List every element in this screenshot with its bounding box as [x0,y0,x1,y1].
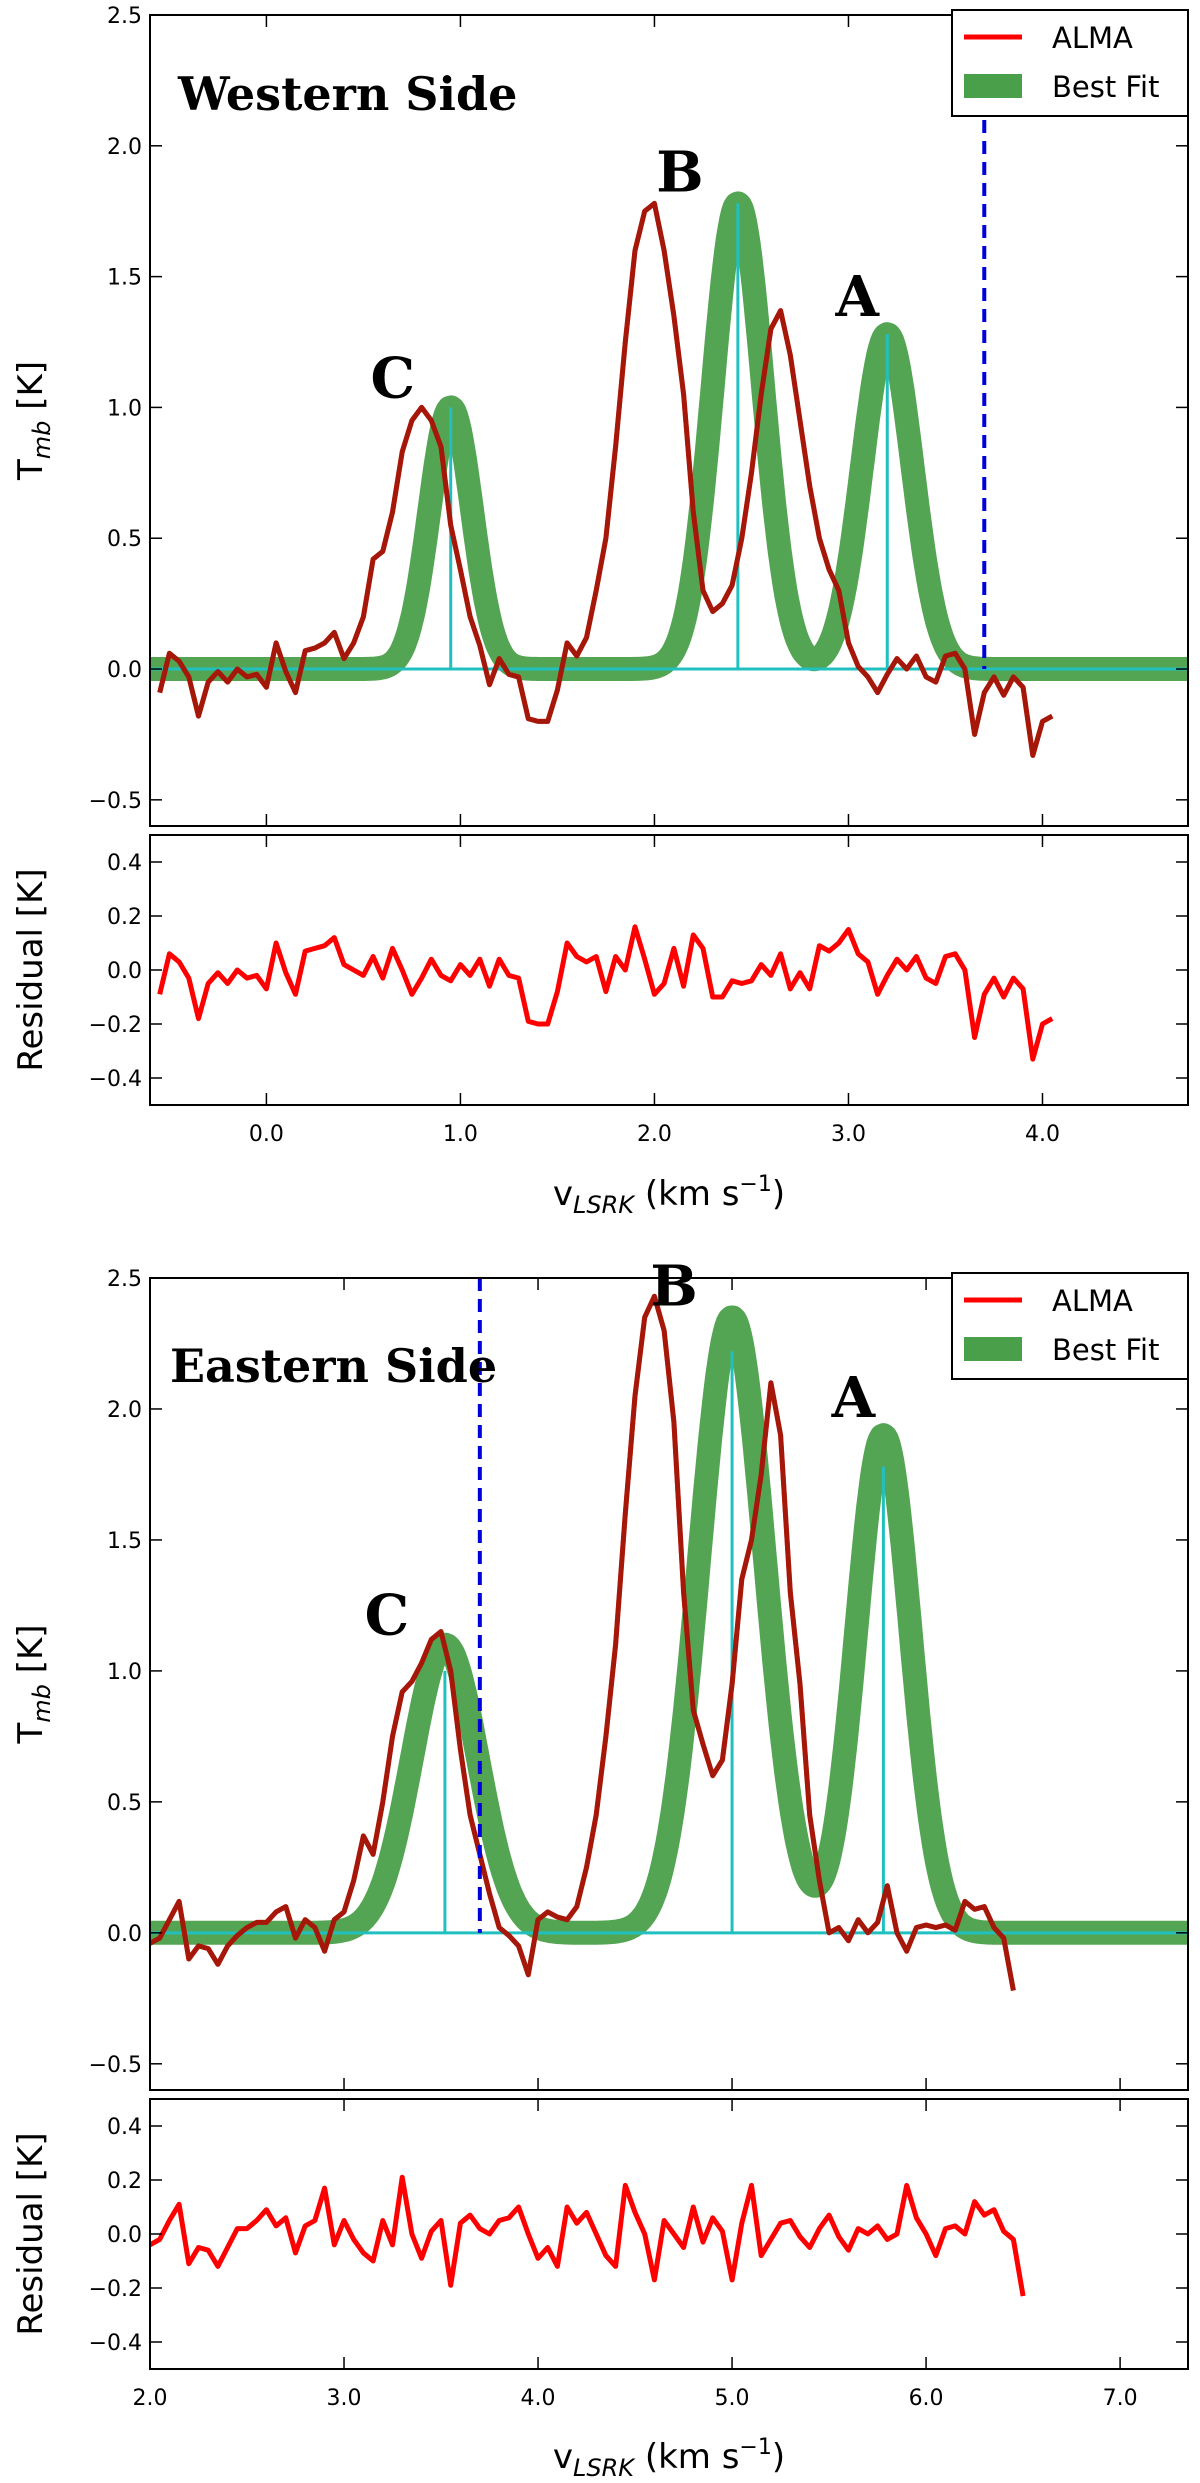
residual-y-tick-label: 0.0 [107,959,142,984]
peak-label-B: B [656,139,703,205]
legend: ALMA Best Fit [951,9,1189,117]
x-tick-label: 1.0 [443,1122,478,1147]
x-tick-label: 5.0 [715,2386,750,2411]
x-tick-label: 2.0 [637,1122,672,1147]
series-alma-overlay [150,1293,1016,1991]
series-best-fit [150,1305,1188,1945]
residual-y-tick-label: 0.2 [107,905,142,930]
y-tick-label: 1.0 [107,396,142,421]
residual-y-tick-label: −0.2 [89,1013,142,1038]
main-y-axis-label: Tmb [K] [11,361,56,481]
y-tick-label: 1.5 [107,1529,142,1554]
y-tick-label: −0.5 [89,2053,142,2078]
peak-label-C: C [365,1583,410,1649]
legend-label-best-fit: Best Fit [1052,1333,1159,1367]
y-tick-label: −0.5 [89,789,142,814]
y-tick-label: 0.5 [107,1791,142,1816]
peak-label-A: A [831,1365,877,1431]
y-tick-label: 2.0 [107,1398,142,1423]
residual-y-tick-label: −0.4 [89,1067,142,1092]
panel-annotation: Western Side [177,67,517,121]
legend-label-alma: ALMA [1052,21,1133,55]
panel-annotation: Eastern Side [170,1339,497,1393]
series-residual [150,2174,1026,2297]
main-plot-area [150,1278,1188,1991]
y-tick-label: 2.5 [107,1267,142,1292]
chart-panel-top: −0.5 0.0 0.5 1.0 1.5 2.0 2.5 Tmb [K] Western Sid… [11,4,1189,1219]
y-tick-label: 0.5 [107,527,142,552]
residual-y-tick-label: 0.0 [107,2223,142,2248]
residual-y-tick-label: −0.2 [89,2277,142,2302]
residual-plot-area [150,2174,1026,2297]
main-y-axis-label: Tmb [K] [11,1624,56,1744]
residual-plot-frame [149,2098,1189,2370]
x-tick-label: 0.0 [249,1122,284,1147]
residual-y-axis-label: Residual [K] [11,2132,51,2335]
x-tick-label: 3.0 [327,2386,362,2411]
x-tick-label: 4.0 [1025,1122,1060,1147]
residual-y-axis-label: Residual [K] [11,868,51,1071]
x-tick-label: 4.0 [521,2386,556,2411]
peak-label-B: B [650,1253,697,1319]
y-tick-label: 2.0 [107,135,142,160]
main-plot-frame [149,1277,1189,2091]
series-alma-overlay [157,200,1054,758]
y-tick-label: 0.0 [107,658,142,683]
y-tick-label: 0.0 [107,1922,142,1947]
y-tick-label: 1.5 [107,266,142,291]
legend-box [951,1272,1189,1380]
x-tick-label: 6.0 [909,2386,944,2411]
residual-y-tick-label: 0.4 [107,2115,142,2140]
y-tick-label: 2.5 [107,4,142,29]
residual-y-tick-label: 0.2 [107,2169,142,2194]
y-tick-label: 1.0 [107,1660,142,1685]
x-tick-label: 7.0 [1103,2386,1138,2411]
legend: ALMA Best Fit [951,1272,1189,1380]
residual-y-tick-label: −0.4 [89,2331,142,2356]
x-tick-label: 2.0 [133,2386,168,2411]
series-residual [157,924,1054,1062]
main-plot-frame [149,14,1189,827]
legend-box [951,9,1189,117]
peak-label-A: A [835,264,881,330]
legend-label-alma: ALMA [1052,1284,1133,1318]
chart-panel-bottom: −0.5 0.0 0.5 1.0 1.5 2.0 2.5 Tmb [K] Eastern Sid… [11,1253,1189,2482]
peak-label-C: C [370,345,415,411]
residual-y-tick-label: 0.4 [107,851,142,876]
legend-label-best-fit: Best Fit [1052,70,1159,104]
residual-plot-area [157,924,1054,1062]
x-axis-label: vLSRK (km s−1) [553,1172,785,1219]
main-plot-area [150,15,1188,758]
x-tick-label: 3.0 [831,1122,866,1147]
x-axis-label: vLSRK (km s−1) [553,2435,785,2482]
